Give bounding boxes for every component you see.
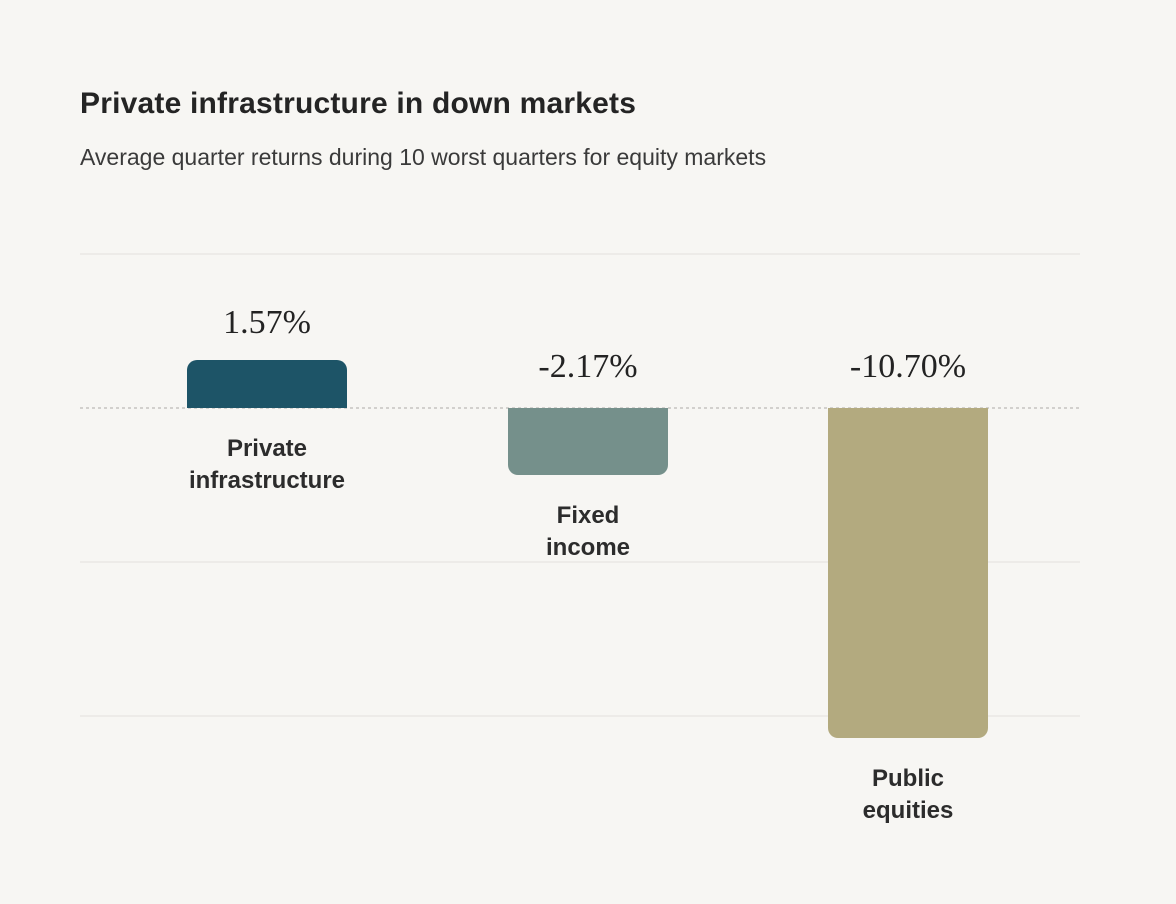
bar-fixed-income <box>508 408 668 475</box>
category-label-public-equities: Public equities <box>862 764 954 824</box>
bar-private-infrastructure <box>187 359 347 408</box>
value-label-public-equities: -10.70% <box>849 348 967 385</box>
gridline--5pct <box>80 561 1080 563</box>
chart-title: Private infrastructure in down markets <box>80 87 637 120</box>
gridline-5pct <box>80 253 1080 255</box>
bar-public-equities <box>828 408 988 738</box>
category-label-private-infrastructure: Private infrastructure <box>188 435 346 494</box>
gridline--10pct <box>80 715 1080 717</box>
category-label-fixed-income: Fixed income <box>545 501 631 561</box>
chart-subtitle: Average quarter returns during 10 worst … <box>80 144 767 170</box>
value-label-private-infrastructure: 1.57% <box>223 303 311 341</box>
value-label-fixed-income: -2.17% <box>538 348 638 385</box>
